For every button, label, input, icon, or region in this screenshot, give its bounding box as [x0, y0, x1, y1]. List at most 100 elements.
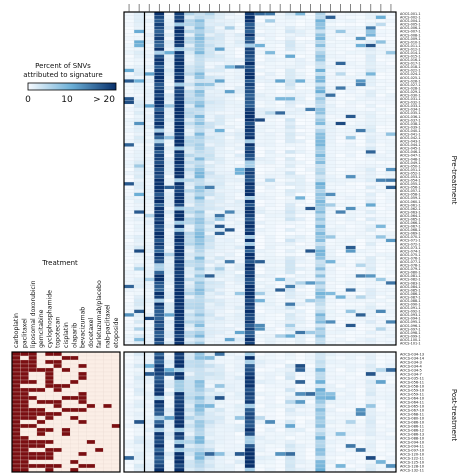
post-treatment-cell — [224, 435, 235, 441]
pre-treatment-cell — [305, 284, 316, 289]
pre-treatment-cell — [375, 33, 387, 37]
pre-treatment-cell — [335, 33, 346, 37]
pre-treatment-cell — [244, 227, 256, 232]
pre-treatment-cell — [244, 114, 256, 119]
post-treatment-cell — [325, 367, 336, 373]
pre-treatment-cell — [244, 178, 256, 183]
pre-treatment-cell — [174, 36, 185, 41]
pre-treatment-cell — [355, 337, 366, 342]
pre-treatment-cell — [315, 57, 326, 62]
pre-treatment-cell — [194, 68, 205, 73]
pre-treatment-cell — [154, 164, 165, 168]
post-treatment-cell — [154, 403, 165, 409]
treatment-cell — [53, 375, 62, 381]
pre-treatment-cell — [123, 259, 135, 264]
pre-treatment-cell — [123, 256, 135, 261]
pre-treatment-cell — [264, 199, 276, 204]
treatment-cell — [70, 403, 79, 409]
pre-treatment-cell — [274, 43, 286, 48]
pre-treatment-cell — [305, 196, 316, 200]
post-treatment-cell — [154, 359, 165, 365]
pre-treatment-cell — [325, 217, 336, 222]
post-treatment-cell — [123, 435, 135, 441]
pre-treatment-cell — [123, 139, 135, 144]
post-treatment-cell — [295, 415, 306, 421]
treatment-cell — [28, 451, 38, 457]
pre-treatment-cell — [234, 40, 246, 45]
post-treatment-cell — [345, 371, 356, 377]
pre-treatment-cell — [315, 54, 326, 59]
pre-treatment-cell — [123, 96, 135, 101]
treatment-cell — [70, 419, 79, 425]
post-treatment-cell — [264, 407, 276, 413]
pre-treatment-cell — [123, 245, 135, 250]
pre-treatment-cell — [164, 103, 175, 108]
post-treatment-cell — [164, 367, 175, 373]
pre-treatment-cell — [355, 249, 366, 254]
post-treatment-cell — [133, 363, 145, 369]
post-treatment-cell — [355, 379, 366, 385]
row-label: AOCS-059-10 — [400, 388, 425, 392]
treatment-cell — [86, 391, 96, 397]
pre-treatment-cell — [254, 40, 266, 45]
pre-treatment-cell — [335, 132, 346, 137]
pre-treatment-cell — [335, 252, 346, 257]
pre-treatment-cell — [133, 125, 145, 130]
pre-treatment-cell — [254, 224, 266, 229]
pre-treatment-cell — [204, 220, 215, 225]
pre-treatment-cell — [295, 72, 306, 76]
pre-treatment-cell — [305, 337, 316, 342]
pre-treatment-cell — [355, 284, 366, 289]
pre-treatment-cell — [325, 86, 336, 91]
pre-treatment-cell — [315, 217, 326, 222]
post-treatment-cell — [325, 431, 336, 437]
pre-treatment-cell — [285, 82, 296, 87]
treatment-cell — [78, 403, 87, 409]
treatment-cell — [28, 439, 38, 445]
pre-treatment-cell — [244, 316, 256, 321]
pre-treatment-cell — [264, 249, 276, 254]
treatment-cell — [11, 363, 21, 369]
pre-treatment-cell — [365, 196, 376, 200]
pre-treatment-cell — [204, 29, 215, 34]
post-treatment-cell — [234, 443, 246, 449]
post-treatment-cell — [204, 375, 215, 381]
post-treatment-cell — [184, 435, 195, 441]
pre-treatment-cell — [315, 103, 326, 108]
pre-treatment-cell — [234, 15, 246, 20]
pre-treatment-cell — [184, 199, 195, 204]
post-treatment-cell — [365, 423, 376, 429]
pre-treatment-cell — [123, 150, 135, 154]
pre-treatment-cell — [234, 210, 246, 215]
post-treatment-cell — [204, 467, 215, 473]
pre-treatment-cell — [174, 210, 185, 215]
pre-treatment-cell — [214, 29, 225, 34]
post-treatment-cell — [234, 371, 246, 377]
pre-treatment-cell — [385, 295, 397, 300]
pre-treatment-cell — [204, 128, 215, 133]
treatment-cell — [61, 387, 71, 393]
post-treatment-cell — [164, 455, 175, 461]
pre-treatment-cell — [274, 288, 286, 292]
post-treatment-cell — [244, 403, 256, 409]
post-treatment-cell — [385, 367, 397, 373]
pre-treatment-cell — [315, 146, 326, 151]
treatment-cell — [53, 371, 62, 377]
pre-treatment-cell — [154, 100, 165, 105]
pre-treatment-cell — [214, 164, 225, 168]
pre-treatment-cell — [184, 86, 195, 91]
pre-treatment-cell — [305, 36, 316, 41]
pre-treatment-cell — [144, 164, 155, 168]
pre-treatment-cell — [295, 305, 306, 310]
treatment-cell — [11, 435, 21, 441]
heatmap-pre-treatment — [123, 11, 397, 346]
pre-treatment-cell — [144, 288, 155, 292]
pre-treatment-cell — [305, 203, 316, 207]
pre-treatment-cell — [355, 189, 366, 193]
pre-treatment-cell — [234, 82, 246, 87]
pre-treatment-cell — [305, 15, 316, 20]
pre-treatment-cell — [133, 263, 145, 268]
post-treatment-cell — [144, 455, 155, 461]
treatment-cell — [36, 435, 46, 441]
post-treatment-cell — [355, 443, 366, 449]
